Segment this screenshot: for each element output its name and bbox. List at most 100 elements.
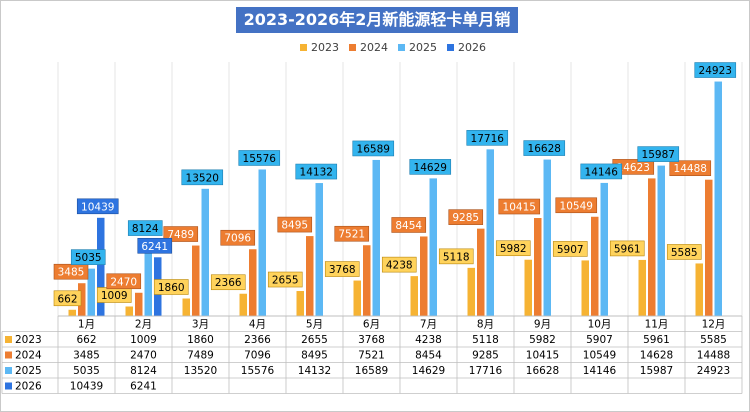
table-row-label-2026: 2026 <box>15 381 42 393</box>
data-label-box-2025-2月 <box>127 220 163 236</box>
table-key-2026 <box>5 382 12 390</box>
data-label-box-2024-7月 <box>391 217 427 233</box>
data-label-2023-3月: 1860 <box>158 282 185 294</box>
table-cell-2024-8月: 9285 <box>472 350 499 362</box>
data-label-2023-1月: 662 <box>57 293 77 305</box>
data-label-box-2024-6月 <box>334 225 370 242</box>
table-cell-2024-5月: 8495 <box>301 350 328 362</box>
table-cell-2025-10月: 14146 <box>583 365 617 377</box>
data-label-2023-4月: 2366 <box>215 277 242 289</box>
bar-2024-6月 <box>363 245 371 316</box>
legend-swatch-2023 <box>300 43 307 51</box>
table-cell-2025-9月: 16628 <box>526 365 559 377</box>
x-tick-label-11月: 11月 <box>645 319 669 331</box>
data-label-2023-8月: 5118 <box>443 251 470 263</box>
bar-2023-9月 <box>524 259 532 316</box>
data-label-box-2025-7月 <box>409 159 452 175</box>
legend-label-2025: 2025 <box>409 40 437 54</box>
data-label-2023-7月: 4238 <box>386 260 413 272</box>
data-label-2026-1月: 10439 <box>81 201 114 213</box>
legend-label-2023: 2023 <box>311 40 339 54</box>
data-label-2024-12月: 14488 <box>674 163 707 175</box>
bar-2023-8月 <box>467 267 475 316</box>
legend: 2023 2024 2025 2026 <box>300 40 486 54</box>
x-tick-label-1月: 1月 <box>78 319 95 331</box>
table-cell-2023-2月: 1009 <box>130 334 157 346</box>
bar-2024-4月 <box>249 249 257 316</box>
x-tick-label-12月: 12月 <box>702 319 726 331</box>
data-label-2023-10月: 5907 <box>557 244 584 256</box>
data-label-box-2025-11月 <box>637 146 680 162</box>
data-label-box-2026-2月 <box>137 237 173 254</box>
data-label-box-2023-7月 <box>381 256 417 273</box>
table-row-label-2025: 2025 <box>15 365 42 377</box>
table-cell-2023-10月: 5907 <box>586 334 613 346</box>
data-label-box-2023-10月 <box>552 241 588 257</box>
data-label-2025-5月: 14132 <box>300 167 333 179</box>
table-cell-2025-3月: 13520 <box>184 365 217 377</box>
table-cell-2023-11月: 5961 <box>643 334 670 346</box>
bar-2024-10月 <box>591 216 599 316</box>
bar-2024-2月 <box>135 292 143 316</box>
bar-2024-9月 <box>534 218 542 316</box>
legend-swatch-2026 <box>447 43 454 51</box>
bar-2025-10月 <box>600 182 608 316</box>
x-tick-label-3月: 3月 <box>192 319 209 331</box>
bar-2023-5月 <box>296 291 304 316</box>
legend-label-2026: 2026 <box>458 40 486 54</box>
table-key-2024 <box>5 351 12 359</box>
table-cell-2026-2月: 6241 <box>130 381 157 393</box>
table-key-2023 <box>5 336 12 343</box>
bar-2025-4月 <box>258 169 266 316</box>
data-label-box-2025-10月 <box>580 163 623 180</box>
data-label-box-2025-1月 <box>70 249 106 265</box>
data-label-2024-5月: 8495 <box>281 220 308 232</box>
bar-2025-11月 <box>657 165 665 316</box>
data-label-box-2023-4月 <box>210 274 246 291</box>
data-label-2026-2月: 6241 <box>141 241 168 253</box>
data-label-2024-4月: 7096 <box>224 233 251 245</box>
data-label-box-2023-8月 <box>438 248 474 265</box>
data-label-2025-6月: 16589 <box>357 143 390 155</box>
data-label-2025-1月: 5035 <box>75 252 102 264</box>
bar-2023-4月 <box>239 293 247 316</box>
bar-2023-1月 <box>68 309 76 316</box>
table-cell-2025-5月: 14132 <box>298 365 331 377</box>
table-cell-2025-8月: 17716 <box>469 365 503 377</box>
bar-2024-5月 <box>306 236 314 316</box>
data-label-box-2025-9月 <box>523 140 566 156</box>
bar-2023-12月 <box>695 263 703 316</box>
bar-2024-12月 <box>705 179 713 316</box>
table-cell-2024-4月: 7096 <box>244 350 271 362</box>
data-label-2025-4月: 15576 <box>243 153 277 165</box>
data-label-box-2025-3月 <box>181 169 224 186</box>
data-label-2024-11月: 14623 <box>617 162 650 174</box>
data-label-box-2024-4月 <box>220 229 256 246</box>
bar-2023-3月 <box>182 298 190 316</box>
bar-2023-6月 <box>353 280 361 316</box>
bar-2024-8月 <box>477 228 485 316</box>
table-cell-2024-9月: 10415 <box>526 350 559 362</box>
table-cell-2024-11月: 14628 <box>640 350 673 362</box>
data-label-2024-3月: 7489 <box>167 229 194 241</box>
data-label-2024-1月: 3485 <box>58 267 85 279</box>
bar-2025-8月 <box>486 149 494 316</box>
data-label-2023-2月: 1009 <box>101 290 128 302</box>
data-label-2024-9月: 10415 <box>503 202 536 214</box>
data-label-box-2023-11月 <box>609 240 645 257</box>
data-label-2025-11月: 15987 <box>642 149 675 161</box>
x-tick-label-4月: 4月 <box>249 319 266 331</box>
data-label-2023-5月: 2655 <box>272 275 299 287</box>
data-label-box-2023-6月 <box>324 261 360 277</box>
data-label-box-2025-4月 <box>238 150 281 166</box>
data-label-box-2026-1月 <box>76 198 119 215</box>
bar-2025-6月 <box>372 159 380 316</box>
table-cell-2023-12月: 5585 <box>700 334 727 346</box>
legend-swatch-2024 <box>349 43 356 51</box>
legend-swatch-2025 <box>398 43 405 51</box>
bar-2025-5月 <box>315 183 323 316</box>
table-cell-2024-12月: 14488 <box>697 350 730 362</box>
x-tick-label-9月: 9月 <box>534 319 551 331</box>
table-cell-2024-10月: 10549 <box>583 350 616 362</box>
